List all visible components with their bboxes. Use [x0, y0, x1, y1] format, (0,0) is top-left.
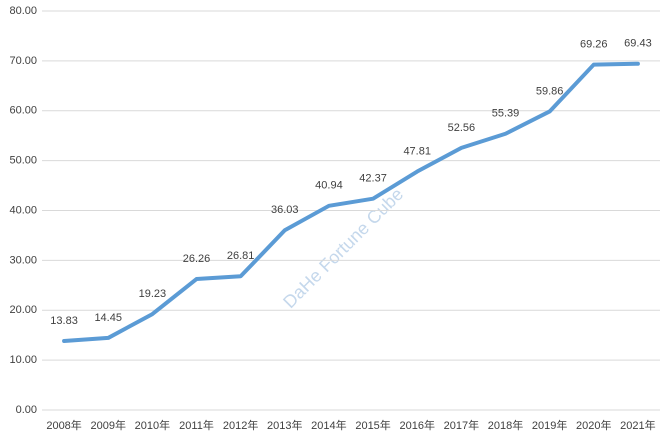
data-label: 55.39	[492, 108, 520, 120]
x-tick-label: 2017年	[444, 418, 479, 432]
data-label: 13.83	[50, 315, 78, 327]
x-tick-label: 2016年	[399, 418, 434, 432]
data-label: 26.26	[183, 253, 211, 265]
y-tick-label: 0.00	[16, 404, 37, 416]
data-label: 52.56	[448, 122, 476, 134]
data-line	[62, 61, 640, 344]
y-tick-label: 80.00	[9, 5, 37, 17]
data-label: 26.81	[227, 250, 255, 262]
y-tick-label: 50.00	[9, 155, 37, 167]
data-label: 59.86	[536, 85, 564, 97]
x-tick-label: 2013年	[267, 418, 302, 432]
data-label: 19.23	[139, 288, 167, 300]
y-tick-label: 70.00	[9, 55, 37, 67]
x-tick-label: 2021年	[620, 418, 655, 432]
data-label: 40.94	[315, 180, 343, 192]
x-tick-label: 2011年	[179, 418, 214, 432]
data-label: 69.26	[580, 38, 608, 50]
y-tick-label: 40.00	[9, 204, 37, 216]
data-label: 47.81	[403, 145, 431, 157]
x-tick-label: 2015年	[355, 418, 390, 432]
x-tick-label: 2009年	[90, 418, 125, 432]
x-tick-label: 2018年	[488, 418, 523, 432]
y-tick-label: 10.00	[9, 354, 37, 366]
x-tick-label: 2008年	[46, 418, 81, 432]
x-tick-label: 2012年	[223, 418, 258, 432]
y-tick-label: 20.00	[9, 304, 37, 316]
y-tick-label: 30.00	[9, 254, 37, 266]
data-label: 42.37	[359, 173, 387, 185]
x-tick-label: 2019年	[532, 418, 567, 432]
x-tick-label: 2014年	[311, 418, 346, 432]
x-tick-label: 2020年	[576, 418, 611, 432]
data-label: 69.43	[624, 38, 652, 50]
x-tick-label: 2010年	[135, 418, 170, 432]
data-label: 14.45	[94, 312, 122, 324]
data-label: 36.03	[271, 204, 299, 216]
y-tick-label: 60.00	[9, 105, 37, 117]
